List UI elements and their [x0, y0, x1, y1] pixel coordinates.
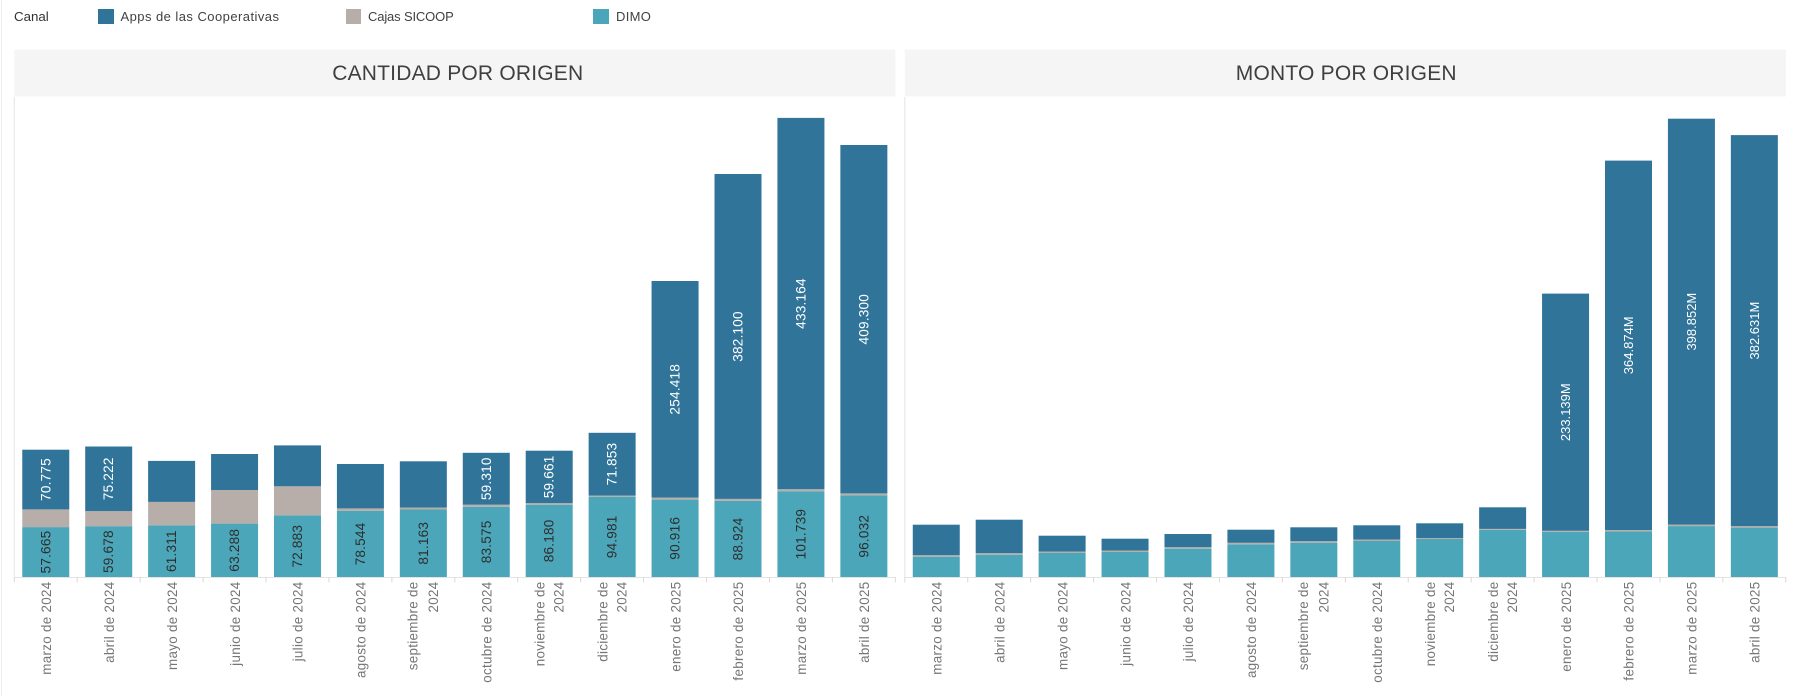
svg-text:julio de 2024: julio de 2024	[291, 581, 306, 662]
svg-text:abril de 2024: abril de 2024	[992, 581, 1007, 663]
svg-text:noviembre de: noviembre de	[533, 582, 548, 667]
svg-text:agosto de 2024: agosto de 2024	[1244, 581, 1259, 678]
svg-text:2024: 2024	[1442, 581, 1457, 612]
svg-text:2024: 2024	[1316, 581, 1331, 612]
svg-text:57.665: 57.665	[38, 531, 53, 574]
svg-text:septiembre de: septiembre de	[405, 582, 420, 671]
svg-text:septiembre de: septiembre de	[1296, 582, 1311, 671]
svg-text:63.288: 63.288	[227, 529, 242, 572]
svg-text:abril de 2025: abril de 2025	[1748, 582, 1763, 663]
svg-text:254.418: 254.418	[668, 364, 683, 415]
svg-text:octubre de 2024: octubre de 2024	[1370, 581, 1385, 683]
svg-text:61.311: 61.311	[164, 530, 179, 572]
svg-text:59.678: 59.678	[101, 530, 116, 573]
svg-text:90.916: 90.916	[668, 517, 683, 560]
svg-text:diciembre de: diciembre de	[595, 582, 610, 662]
svg-text:Canal: Canal	[14, 9, 49, 24]
svg-text:diciembre de: diciembre de	[1486, 582, 1501, 662]
svg-text:59.310: 59.310	[479, 457, 494, 500]
svg-text:433.164: 433.164	[793, 278, 808, 329]
svg-text:marzo de 2025: marzo de 2025	[1685, 582, 1700, 675]
svg-text:364.874M: 364.874M	[1621, 316, 1636, 374]
svg-text:febrero de 2025: febrero de 2025	[731, 582, 746, 681]
svg-text:mayo de 2024: mayo de 2024	[1055, 581, 1070, 670]
svg-text:DIMO: DIMO	[616, 9, 651, 24]
svg-text:72.883: 72.883	[290, 525, 305, 568]
svg-text:mayo de 2024: mayo de 2024	[165, 581, 180, 670]
svg-text:233.139M: 233.139M	[1558, 383, 1573, 441]
svg-text:81.163: 81.163	[416, 522, 431, 565]
svg-text:junio de 2024: junio de 2024	[1118, 581, 1133, 667]
svg-text:75.222: 75.222	[101, 457, 116, 500]
svg-text:MONTO POR ORIGEN: MONTO POR ORIGEN	[1236, 62, 1457, 85]
svg-text:noviembre de: noviembre de	[1423, 582, 1438, 667]
svg-text:409.300: 409.300	[856, 294, 871, 345]
svg-text:enero de 2025: enero de 2025	[1559, 582, 1574, 672]
svg-text:2024: 2024	[1505, 581, 1520, 612]
svg-text:78.544: 78.544	[353, 522, 368, 565]
svg-text:abril de 2024: abril de 2024	[102, 581, 117, 663]
svg-text:2024: 2024	[426, 581, 441, 612]
svg-text:marzo de 2024: marzo de 2024	[929, 581, 944, 674]
svg-text:octubre de 2024: octubre de 2024	[479, 581, 494, 683]
svg-text:71.853: 71.853	[605, 443, 620, 486]
svg-text:86.180: 86.180	[542, 519, 557, 562]
svg-text:enero de 2025: enero de 2025	[668, 582, 683, 672]
svg-text:398.852M: 398.852M	[1684, 293, 1699, 351]
svg-text:junio de 2024: junio de 2024	[228, 581, 243, 667]
svg-text:382.100: 382.100	[731, 311, 746, 362]
svg-text:julio de 2024: julio de 2024	[1181, 581, 1196, 662]
svg-text:CANTIDAD POR ORIGEN: CANTIDAD POR ORIGEN	[332, 62, 583, 85]
svg-text:Apps de las Cooperativas: Apps de las Cooperativas	[121, 9, 280, 24]
svg-text:88.924: 88.924	[731, 517, 746, 560]
svg-text:marzo de 2024: marzo de 2024	[39, 581, 54, 674]
svg-text:2024: 2024	[615, 581, 630, 612]
svg-text:101.739: 101.739	[793, 509, 808, 560]
svg-text:83.575: 83.575	[479, 521, 494, 564]
svg-text:agosto de 2024: agosto de 2024	[354, 581, 369, 678]
svg-text:70.775: 70.775	[38, 458, 53, 501]
svg-text:59.661: 59.661	[542, 456, 557, 499]
svg-text:marzo de 2025: marzo de 2025	[794, 582, 809, 675]
svg-text:382.631M: 382.631M	[1747, 302, 1762, 360]
svg-text:94.981: 94.981	[605, 515, 620, 558]
svg-text:96.032: 96.032	[856, 515, 871, 558]
svg-text:2024: 2024	[552, 581, 567, 612]
svg-text:Cajas SICOOP: Cajas SICOOP	[368, 9, 454, 24]
svg-text:febrero de 2025: febrero de 2025	[1622, 582, 1637, 681]
svg-text:abril de 2025: abril de 2025	[857, 582, 872, 663]
